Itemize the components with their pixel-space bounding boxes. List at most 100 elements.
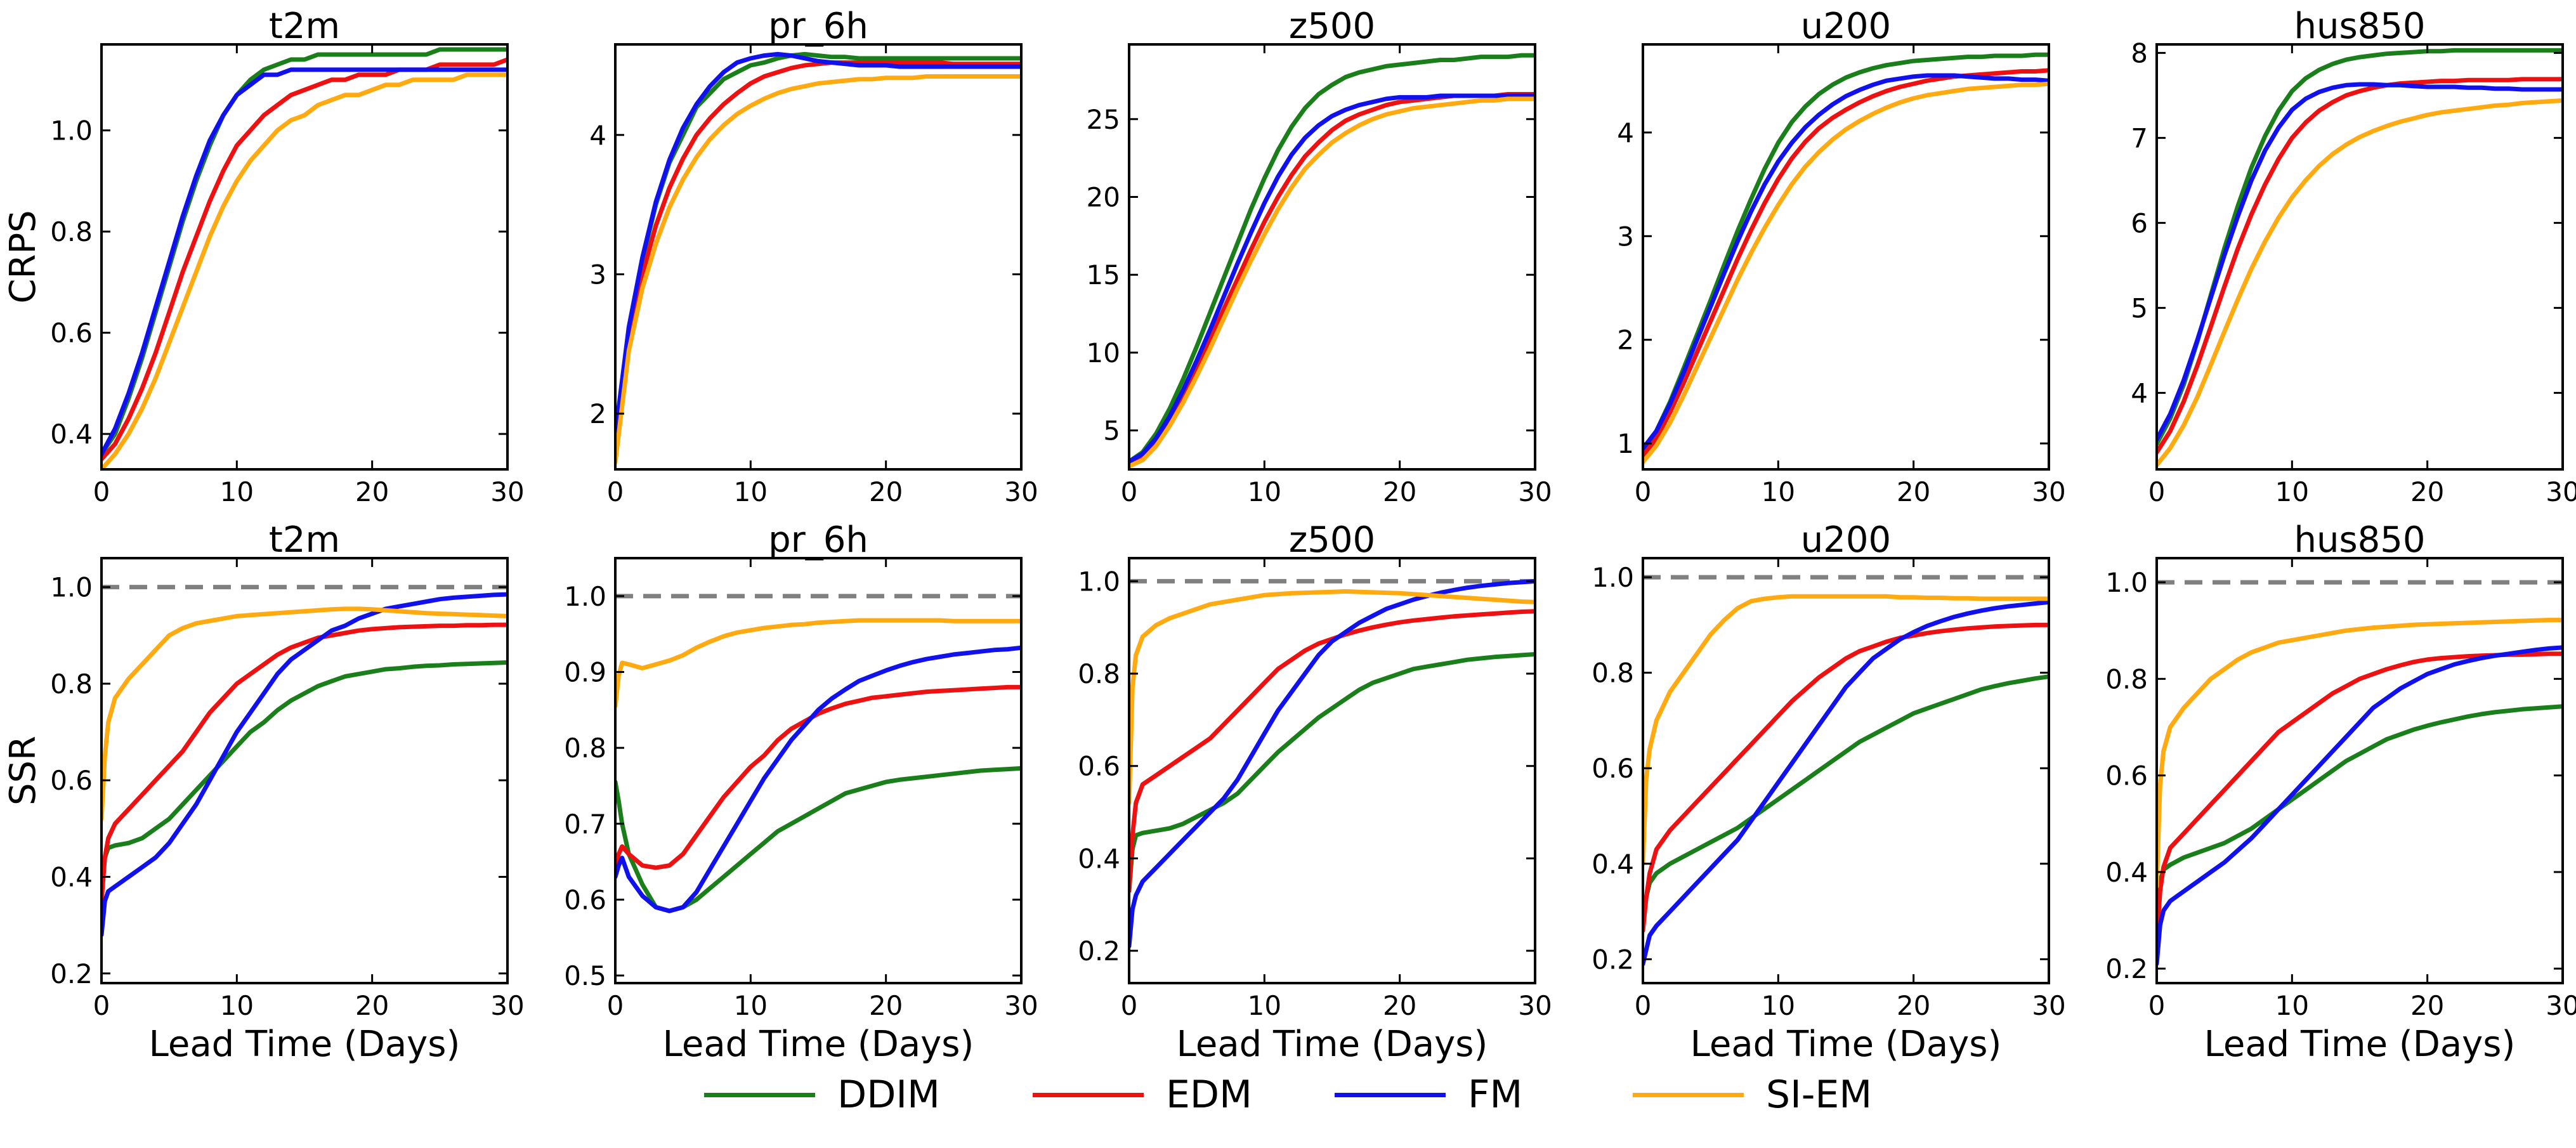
panel-ssr-pr-6h-ytick-label: 0.6 <box>564 884 606 915</box>
panel-ssr-hus850-series-fm <box>2157 645 2563 966</box>
panel-ssr-u200-ytick-label: 0.4 <box>1592 849 1634 880</box>
panel-ssr-t2m-xlabel: Lead Time (Days) <box>149 1024 461 1065</box>
panel-ssr-hus850: 0 10 20 30 0.2 0.4 0.6 0.8 1.0 hus850 Lead Time (D… <box>2105 519 2576 1065</box>
panel-crps-u200-ytick-label: 4 <box>1617 117 1634 148</box>
panel-ssr-hus850-title: hus850 <box>2294 519 2425 561</box>
panel-crps-pr-6h-ytick-label: 3 <box>589 259 606 290</box>
panel-crps-hus850-series-fm <box>2157 82 2563 442</box>
panel-crps-z500-xtick-label: 20 <box>1383 476 1416 507</box>
panel-crps-pr-6h-xtick-label: 10 <box>734 476 768 507</box>
panel-ssr-hus850-xtick-label: 10 <box>2275 990 2309 1021</box>
panel-ssr-hus850-ytick-label: 1.0 <box>2105 567 2148 598</box>
panel-ssr-t2m-ytick-label: 0.2 <box>50 958 93 989</box>
panel-ssr-t2m-xtick-label: 30 <box>490 990 524 1021</box>
panel-crps-z500-xtick-label: 30 <box>1518 476 1552 507</box>
panel-ssr-u200-series-ddim <box>1643 674 2049 929</box>
panel-crps-pr-6h-series-si-em <box>615 74 1021 465</box>
panel-ssr-u200-xtick-label: 30 <box>2032 990 2065 1021</box>
panel-ssr-pr-6h-xtick-label: 0 <box>607 990 624 1021</box>
panel-ssr-z500-ytick-label: 0.6 <box>1078 751 1120 782</box>
panel-crps-t2m-ytick-label: 0.4 <box>50 419 93 450</box>
panel-crps-pr-6h-ytick-label: 4 <box>589 120 606 151</box>
panel-ssr-hus850-xlabel: Lead Time (Days) <box>2204 1024 2516 1065</box>
panel-crps-hus850-series-edm <box>2157 77 2563 455</box>
panel-ssr-z500-series-edm <box>1129 609 1535 893</box>
panel-ssr-z500-ytick-label: 1.0 <box>1078 566 1120 597</box>
panel-ssr-t2m-ytick-label: 0.6 <box>50 765 93 796</box>
legend-label-fm: FM <box>1468 1073 1523 1117</box>
panel-ssr-u200-series-si-em <box>1643 594 2049 866</box>
panel-ssr-hus850-series-ddim <box>2157 704 2563 942</box>
panel-crps-z500-ytick-label: 25 <box>1087 104 1120 135</box>
panel-ssr-u200-xtick-label: 0 <box>1635 990 1652 1021</box>
panel-crps-t2m-series-fm <box>101 67 507 457</box>
panel-ssr-z500-xlabel: Lead Time (Days) <box>1177 1024 1488 1065</box>
panel-ssr-u200-ytick-label: 1.0 <box>1592 562 1634 593</box>
panel-crps-hus850-ytick-label: 4 <box>2131 377 2148 408</box>
panel-crps-t2m-series-edm <box>101 57 507 462</box>
panel-ssr-t2m-title: t2m <box>269 519 340 561</box>
panel-crps-hus850-ytick-label: 7 <box>2131 122 2148 153</box>
panel-ssr-t2m-xtick-label: 10 <box>220 990 254 1021</box>
panel-crps-pr-6h: 0 10 20 30 2 3 4 pr_6h <box>589 6 1038 507</box>
panel-crps-pr-6h-series-fm <box>615 51 1021 437</box>
panel-ssr-u200-frame <box>1642 557 2050 984</box>
panel-ssr-hus850-xtick-label: 0 <box>2148 990 2166 1021</box>
legend-label-edm: EDM <box>1166 1073 1252 1117</box>
panel-ssr-t2m-series-edm <box>101 622 507 904</box>
panel-ssr-z500-ytick-label: 0.8 <box>1078 658 1120 689</box>
panel-crps-z500-series-fm <box>1129 93 1535 464</box>
panel-ssr-z500-series-fm <box>1129 578 1535 949</box>
panel-crps-u200-xtick-label: 10 <box>1762 476 1795 507</box>
panel-ssr-pr-6h-xtick-label: 20 <box>869 990 903 1021</box>
panel-ssr-hus850-series-edm <box>2157 651 2563 947</box>
panel-ssr-u200-xtick-label: 20 <box>1897 990 1930 1021</box>
panel-crps-u200-ytick-label: 2 <box>1617 325 1634 356</box>
panel-crps-hus850-xtick-label: 0 <box>2148 476 2166 507</box>
panel-ssr-pr-6h-ytick-label: 0.9 <box>564 656 606 688</box>
panel-crps-u200-series-edm <box>1643 68 2049 459</box>
panel-ssr-pr-6h-xtick-label: 30 <box>1004 990 1038 1021</box>
legend-line-ddim <box>704 1093 815 1097</box>
panel-crps-t2m-series-si-em <box>101 72 507 469</box>
panel-ssr-hus850-ytick-label: 0.2 <box>2105 953 2148 984</box>
panel-crps-hus850-title: hus850 <box>2294 6 2425 47</box>
panel-ssr-z500-xtick-label: 0 <box>1121 990 1138 1021</box>
panel-ssr-hus850-ytick-label: 0.6 <box>2105 760 2148 792</box>
panel-crps-pr-6h-xtick-label: 0 <box>607 476 624 507</box>
panel-crps-t2m-series-ddim <box>101 47 507 457</box>
panel-crps-z500-ytick-label: 5 <box>1103 415 1120 447</box>
panel-crps-u200-xtick-label: 30 <box>2032 476 2065 507</box>
legend-line-fm <box>1335 1093 1446 1097</box>
panel-ssr-u200-xlabel: Lead Time (Days) <box>1690 1024 2002 1065</box>
panel-crps-t2m: 0 10 20 30 0.4 0.6 0.8 1.0 t2m CRPS <box>3 6 525 507</box>
panel-crps-u200-title: u200 <box>1801 6 1891 47</box>
panel-crps-z500-ytick-label: 10 <box>1087 337 1120 369</box>
panel-ssr-z500-xtick-label: 10 <box>1248 990 1281 1021</box>
panel-crps-pr-6h-title: pr_6h <box>768 6 868 47</box>
panel-crps-pr-6h-series-ddim <box>615 51 1021 444</box>
panel-crps-pr-6h-xtick-label: 30 <box>1004 476 1038 507</box>
panel-crps-pr-6h-ytick-label: 2 <box>589 398 606 429</box>
panel-ssr-pr-6h: 0 10 20 30 0.5 0.6 0.7 0.8 0.9 1.0 pr_6h Lead Time … <box>564 519 1038 1065</box>
panel-crps-u200-frame <box>1642 43 2050 471</box>
panel-ssr-hus850-xtick-label: 20 <box>2410 990 2444 1021</box>
panel-ssr-z500: 0 10 20 30 0.2 0.4 0.6 0.8 1.0 z500 Lead Time (Day… <box>1078 519 1552 1065</box>
panel-crps-t2m-ylabel: CRPS <box>3 210 44 303</box>
panel-crps-u200-series-ddim <box>1643 52 2049 454</box>
panel-ssr-pr-6h-series-edm <box>615 684 1021 871</box>
panel-ssr-z500-title: z500 <box>1289 519 1375 561</box>
panel-ssr-pr-6h-xlabel: Lead Time (Days) <box>663 1024 974 1065</box>
panel-crps-u200-ytick-label: 3 <box>1617 221 1634 252</box>
panel-ssr-u200-series-fm <box>1643 599 2049 967</box>
panel-crps-t2m-xtick-label: 30 <box>490 476 524 507</box>
panel-crps-z500-ytick-label: 15 <box>1087 259 1120 290</box>
panel-crps-hus850-ytick-label: 8 <box>2131 37 2148 68</box>
panel-crps-z500-title: z500 <box>1289 6 1375 47</box>
panel-ssr-u200-ytick-label: 0.6 <box>1592 753 1634 784</box>
panel-crps-t2m-ytick-label: 0.6 <box>50 318 93 349</box>
panel-crps-z500-frame <box>1128 43 1536 471</box>
panel-crps-pr-6h-xtick-label: 20 <box>869 476 903 507</box>
panel-ssr-pr-6h-series-fm <box>615 645 1021 913</box>
